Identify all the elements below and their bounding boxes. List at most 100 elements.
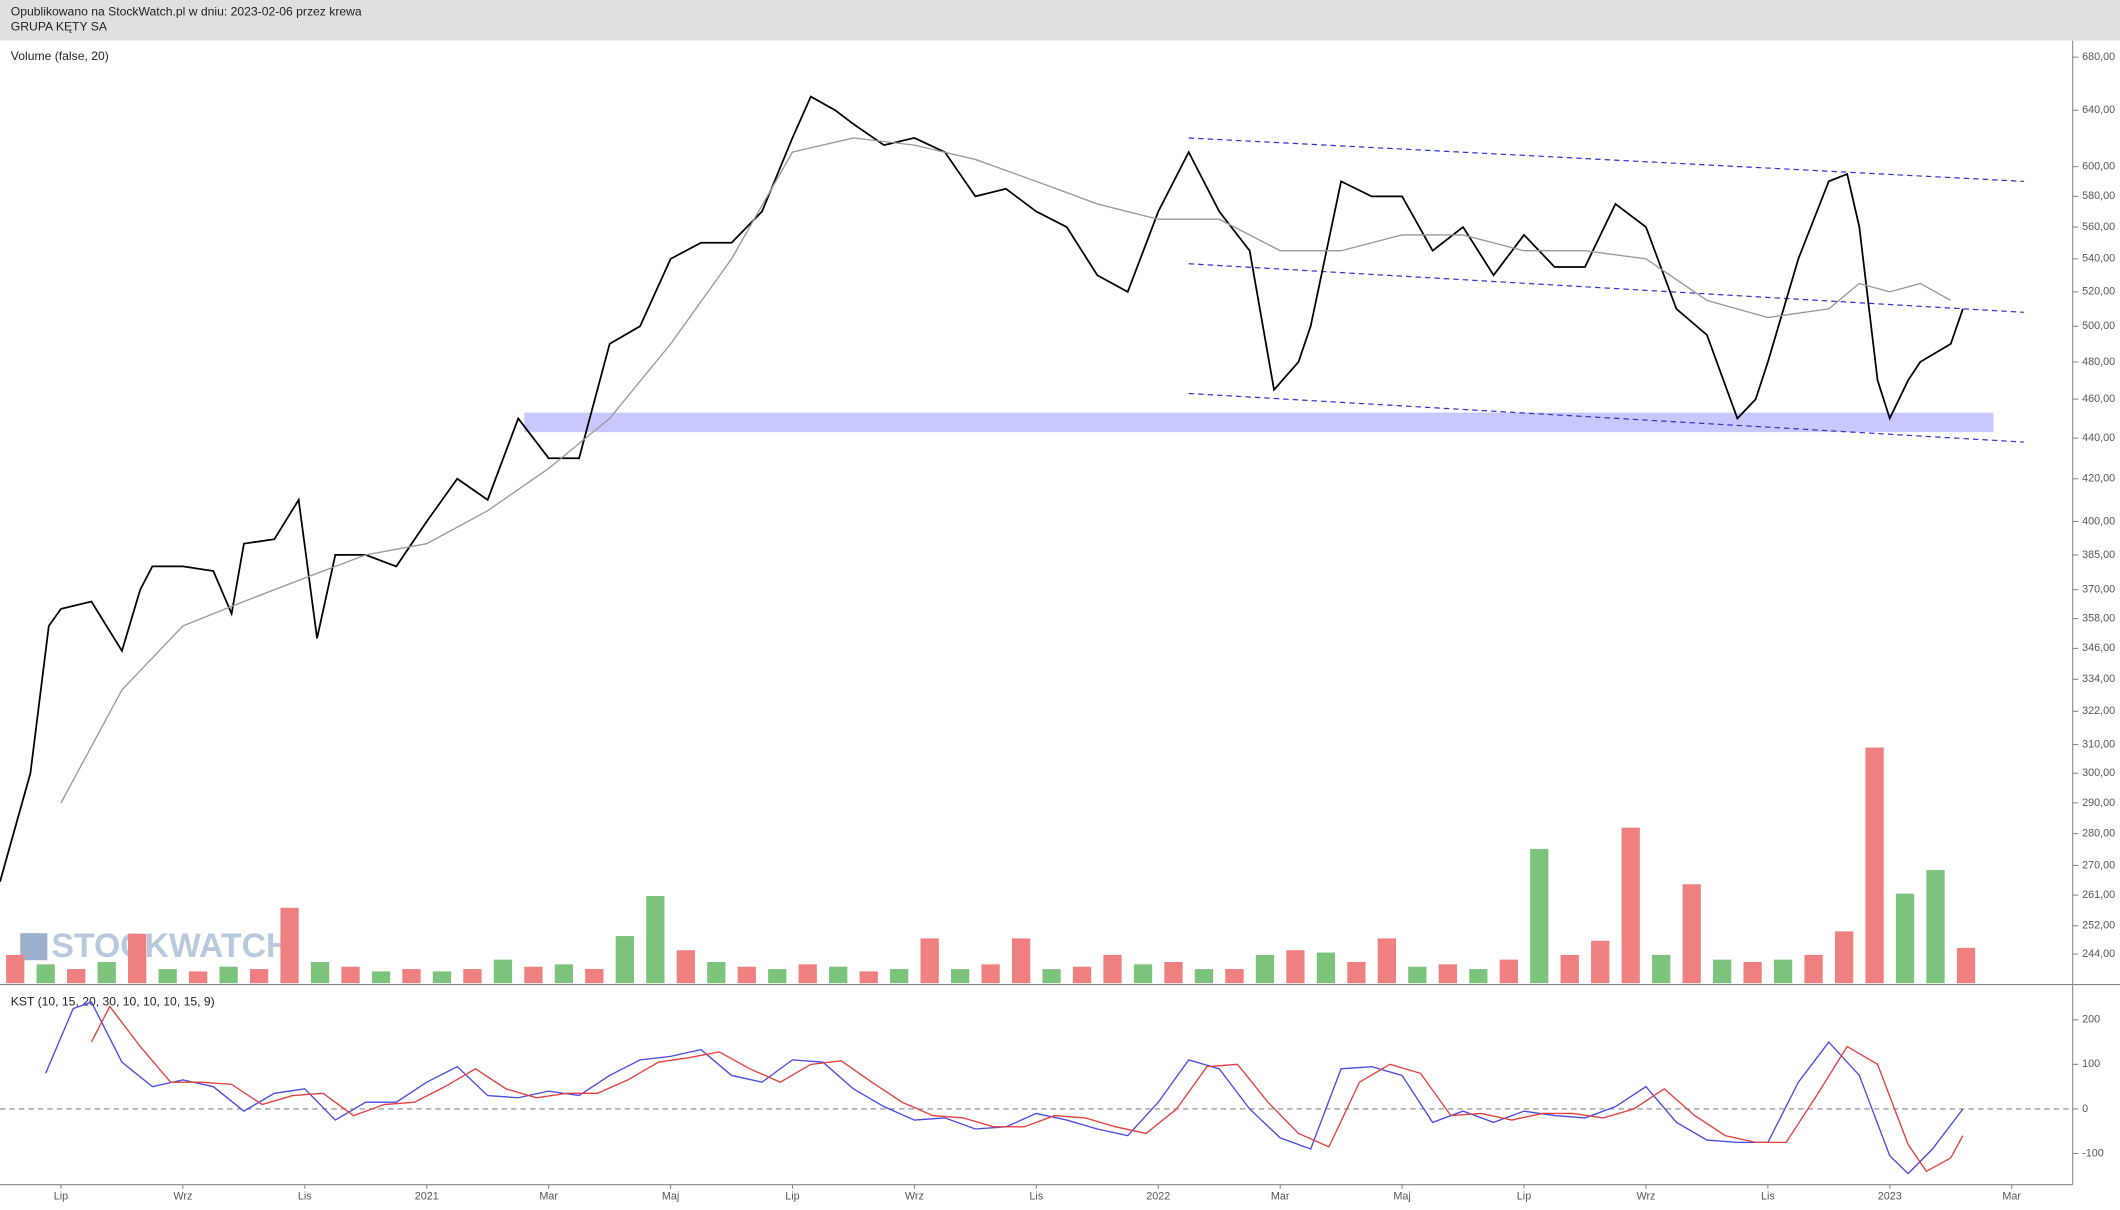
volume-bar bbox=[1895, 893, 1915, 984]
y-tick-label: 420,00 bbox=[2082, 473, 2115, 485]
series-line bbox=[60, 137, 1952, 804]
series-line bbox=[45, 1001, 1964, 1175]
y-tick-label: 358,00 bbox=[2082, 612, 2115, 624]
volume-bar bbox=[1194, 969, 1214, 984]
volume-bar bbox=[1956, 947, 1976, 984]
volume-bar bbox=[1804, 954, 1823, 984]
volume-bar bbox=[1652, 954, 1671, 984]
volume-bar bbox=[1499, 959, 1518, 984]
x-tick-label: Lis bbox=[1029, 1191, 1043, 1203]
price-panel-label: Volume (false, 20) bbox=[11, 49, 109, 63]
volume-bar bbox=[1865, 747, 1884, 984]
volume-bar bbox=[36, 964, 55, 984]
x-tick-label: 2022 bbox=[1146, 1191, 1170, 1203]
volume-bar bbox=[1164, 961, 1183, 984]
y-tick-label: 244,00 bbox=[2082, 948, 2115, 960]
volume-bar bbox=[1011, 938, 1031, 984]
volume-bar bbox=[1316, 952, 1336, 984]
x-tick-label: Wrz bbox=[905, 1191, 924, 1203]
volume-bar bbox=[1133, 964, 1153, 984]
volume-bar bbox=[67, 969, 86, 984]
x-tick-label: Mar bbox=[1271, 1191, 1290, 1203]
x-tick-label: 2023 bbox=[1878, 1191, 1902, 1203]
volume-bar bbox=[1560, 954, 1579, 984]
series-line bbox=[90, 1005, 1964, 1173]
volume-bar bbox=[1255, 954, 1275, 984]
y-tick-label: 640,00 bbox=[2082, 104, 2115, 116]
volume-bar bbox=[1286, 950, 1305, 984]
volume-bar bbox=[920, 938, 939, 984]
volume-bar bbox=[950, 969, 970, 984]
y-tick-label: 252,00 bbox=[2082, 920, 2115, 932]
volume-bar bbox=[1469, 969, 1488, 984]
volume-bar bbox=[737, 966, 756, 984]
volume-bar bbox=[768, 969, 787, 984]
y-tick-label: 270,00 bbox=[2082, 859, 2115, 871]
x-tick-label: Wrz bbox=[1636, 1191, 1655, 1203]
y-tick-label: 290,00 bbox=[2082, 797, 2115, 809]
volume-bar bbox=[1743, 961, 1762, 984]
y-tick-label: 480,00 bbox=[2082, 356, 2115, 368]
y-tick-label: 370,00 bbox=[2082, 584, 2115, 596]
volume-bar bbox=[463, 969, 482, 984]
y-tick-label: 540,00 bbox=[2082, 253, 2115, 265]
volume-bar bbox=[1103, 954, 1122, 984]
volume-bar bbox=[981, 964, 1000, 984]
volume-bar bbox=[1042, 969, 1061, 984]
volume-bar bbox=[798, 964, 817, 984]
y-tick-label: 440,00 bbox=[2082, 432, 2115, 444]
watermark-icon bbox=[20, 933, 48, 961]
trendline bbox=[1188, 137, 2024, 182]
volume-bar bbox=[829, 966, 848, 984]
volume-bar bbox=[707, 961, 726, 984]
volume-bar bbox=[371, 971, 391, 984]
y-tick-label: 310,00 bbox=[2082, 738, 2115, 750]
volume-bar bbox=[646, 896, 665, 984]
volume-bar bbox=[1682, 884, 1701, 984]
y-tick-label: 400,00 bbox=[2082, 515, 2115, 527]
header-published: Opublikowano na StockWatch.pl w dniu: 20… bbox=[11, 4, 362, 18]
y-tick-label: 200 bbox=[2082, 1014, 2100, 1026]
x-tick-label: Lip bbox=[54, 1191, 68, 1203]
volume-bar bbox=[1713, 959, 1732, 984]
volume-bar bbox=[6, 954, 25, 984]
header-symbol: GRUPA KĘTY SA bbox=[11, 19, 108, 33]
volume-bar bbox=[1621, 827, 1640, 984]
volume-bar bbox=[585, 969, 604, 984]
y-tick-label: 680,00 bbox=[2082, 51, 2115, 63]
header-bar bbox=[0, 0, 2120, 41]
volume-bar bbox=[310, 961, 330, 984]
y-tick-label: 261,00 bbox=[2082, 889, 2115, 901]
volume-bar bbox=[432, 971, 452, 984]
y-tick-label: 334,00 bbox=[2082, 673, 2115, 685]
volume-bar bbox=[158, 969, 177, 984]
x-tick-label: Maj bbox=[1393, 1191, 1410, 1203]
volume-bar bbox=[280, 907, 299, 984]
x-tick-label: Wrz bbox=[173, 1191, 192, 1203]
volume-bar bbox=[676, 950, 695, 984]
y-tick-label: 460,00 bbox=[2082, 393, 2115, 405]
volume-bar bbox=[554, 964, 574, 984]
volume-bar bbox=[1225, 969, 1244, 984]
volume-bar bbox=[493, 959, 513, 984]
x-tick-label: Lis bbox=[1761, 1191, 1775, 1203]
x-tick-label: Mar bbox=[2002, 1191, 2021, 1203]
volume-bar bbox=[1347, 961, 1366, 984]
y-tick-label: 385,00 bbox=[2082, 549, 2115, 561]
y-tick-label: 300,00 bbox=[2082, 767, 2115, 779]
volume-bar bbox=[1530, 848, 1549, 984]
kst-panel-label: KST (10, 15, 20, 30, 10, 10, 10, 15, 9) bbox=[11, 994, 215, 1008]
volume-bar bbox=[524, 966, 543, 984]
volume-bar bbox=[1377, 938, 1397, 984]
y-tick-label: 280,00 bbox=[2082, 827, 2115, 839]
volume-bar bbox=[615, 936, 634, 984]
volume-bar bbox=[890, 969, 909, 984]
y-tick-label: -100 bbox=[2082, 1147, 2104, 1159]
x-tick-label: 2021 bbox=[415, 1191, 439, 1203]
trendline bbox=[1188, 263, 2024, 313]
y-tick-label: 322,00 bbox=[2082, 705, 2115, 717]
y-tick-label: 0 bbox=[2082, 1103, 2088, 1115]
y-tick-label: 600,00 bbox=[2082, 161, 2115, 173]
